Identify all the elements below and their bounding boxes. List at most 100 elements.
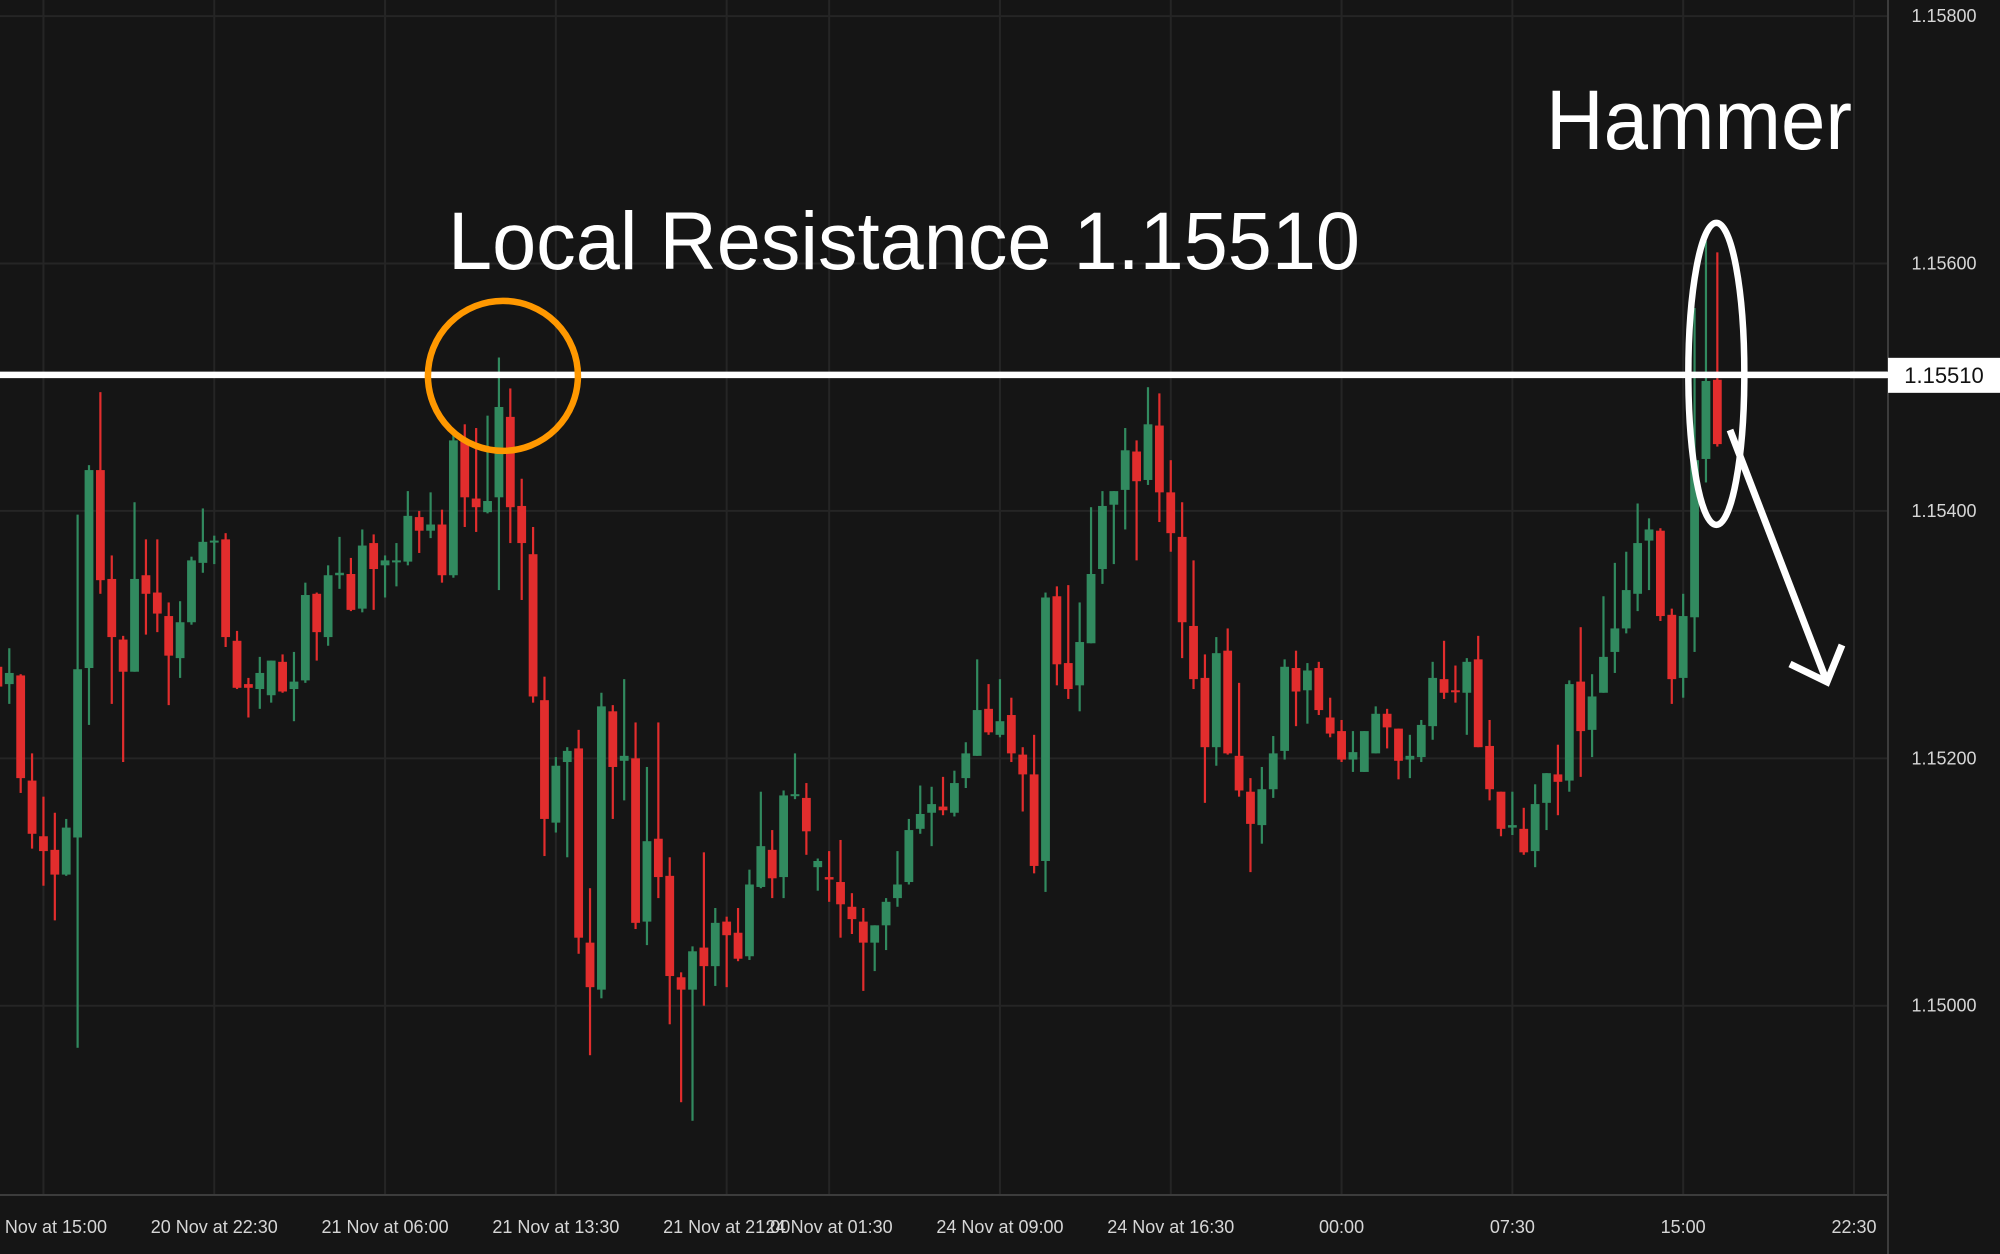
- candle-bearish: [50, 812, 60, 921]
- time-tick-label: 24 Nov at 01:30: [766, 1217, 893, 1237]
- candle-bullish: [289, 651, 299, 722]
- candle-bearish: [1246, 778, 1255, 873]
- candle-body: [1485, 745, 1494, 790]
- candle-bearish: [847, 893, 857, 934]
- candle-wick: [976, 659, 979, 756]
- candle-wick: [862, 908, 865, 991]
- candle-body: [335, 572, 344, 576]
- candle-body: [437, 524, 447, 576]
- candle-bearish: [1337, 719, 1346, 763]
- candle-body: [1599, 656, 1608, 693]
- candle-body: [1542, 773, 1551, 803]
- candle-body: [688, 951, 697, 990]
- candle-bullish: [972, 659, 982, 756]
- candle-bullish: [300, 582, 310, 683]
- candle-bullish: [1462, 658, 1472, 735]
- candle-wick: [998, 679, 1002, 738]
- candle-bullish: [255, 656, 265, 709]
- resistance-price-tag-box: [1888, 357, 2000, 393]
- candle-bearish: [278, 654, 287, 693]
- candle-bearish: [733, 908, 743, 962]
- candle-body: [1530, 804, 1540, 852]
- hammer-ellipse: [1685, 219, 1748, 529]
- candle-bearish: [1473, 635, 1483, 748]
- candle-body: [1280, 666, 1290, 751]
- candle-body: [1325, 717, 1335, 734]
- candle-body: [1086, 573, 1096, 644]
- candle-body: [1166, 492, 1176, 534]
- candle-body: [1371, 713, 1381, 754]
- candle-wick: [1602, 596, 1605, 693]
- candle-body: [836, 882, 845, 905]
- candle-body: [278, 661, 287, 692]
- candle-body: [790, 794, 800, 797]
- candle-body: [1701, 381, 1711, 459]
- candle-body: [346, 573, 356, 610]
- candle-bullish: [1098, 491, 1107, 584]
- time-tick-label: 24 Nov at 16:30: [1107, 1217, 1234, 1237]
- candle-bullish: [61, 818, 71, 876]
- candle-bullish: [1359, 731, 1369, 772]
- candle-body: [585, 942, 595, 988]
- candle-bullish: [448, 432, 458, 578]
- candle-bullish: [927, 786, 937, 847]
- candle-bearish: [1132, 440, 1141, 561]
- candle-body: [1416, 724, 1426, 758]
- candle-body: [152, 592, 162, 614]
- candle-body: [141, 575, 151, 594]
- candle-bullish: [779, 790, 789, 899]
- candle-bullish: [1530, 784, 1540, 868]
- candle-wick: [1386, 708, 1389, 749]
- candle-body: [505, 416, 515, 508]
- candle-bearish: [1656, 528, 1665, 622]
- candle-wick: [896, 851, 899, 907]
- candle-wick: [122, 635, 125, 763]
- candle-wick: [1249, 778, 1252, 873]
- candle-body: [881, 901, 891, 926]
- candle-bearish: [608, 705, 618, 819]
- candle-bullish: [710, 908, 720, 986]
- candle-bearish: [1496, 791, 1506, 837]
- candle-wick: [372, 534, 375, 610]
- candle-bearish: [984, 684, 993, 735]
- candle-body: [756, 846, 766, 887]
- candle-wick: [1454, 665, 1457, 703]
- candle-body: [779, 795, 789, 878]
- candle-wick: [657, 722, 660, 899]
- candle-body: [608, 711, 618, 767]
- candle-body: [232, 640, 242, 688]
- candle-wick: [793, 753, 797, 800]
- price-tick-label: 1.15800: [1911, 6, 1976, 26]
- price-tick-label: 1.15200: [1911, 748, 1976, 768]
- candle-wick: [1613, 562, 1616, 673]
- candle-body: [1075, 642, 1085, 686]
- price-axis[interactable]: [1888, 0, 2000, 1254]
- candle-bullish: [403, 491, 413, 566]
- candle-bullish: [1599, 596, 1608, 693]
- candle-wick: [156, 539, 159, 633]
- candle-body: [733, 932, 743, 959]
- candle-bearish: [1166, 460, 1176, 552]
- candle-body: [528, 554, 538, 697]
- candle-body: [904, 830, 914, 883]
- candle-body: [403, 515, 413, 562]
- candle-bearish: [540, 676, 549, 857]
- candle-body: [1405, 755, 1415, 760]
- candle-bearish: [631, 722, 640, 930]
- candle-wick: [930, 786, 933, 847]
- candle-bearish: [1576, 627, 1586, 777]
- candle-wick: [1442, 640, 1446, 699]
- time-axis[interactable]: [0, 1195, 1888, 1254]
- candle-body: [984, 708, 993, 733]
- candle-bearish: [1291, 650, 1301, 727]
- candle-body: [597, 706, 606, 990]
- candle-wick: [828, 851, 831, 902]
- candle-body: [1382, 713, 1392, 728]
- resistance-title: Local Resistance 1.15510: [448, 196, 1360, 287]
- candle-wick: [213, 535, 216, 565]
- candle-wick: [941, 776, 945, 816]
- candle-bullish: [1257, 766, 1267, 844]
- candle-bullish: [642, 766, 652, 946]
- candle-body: [1223, 650, 1233, 754]
